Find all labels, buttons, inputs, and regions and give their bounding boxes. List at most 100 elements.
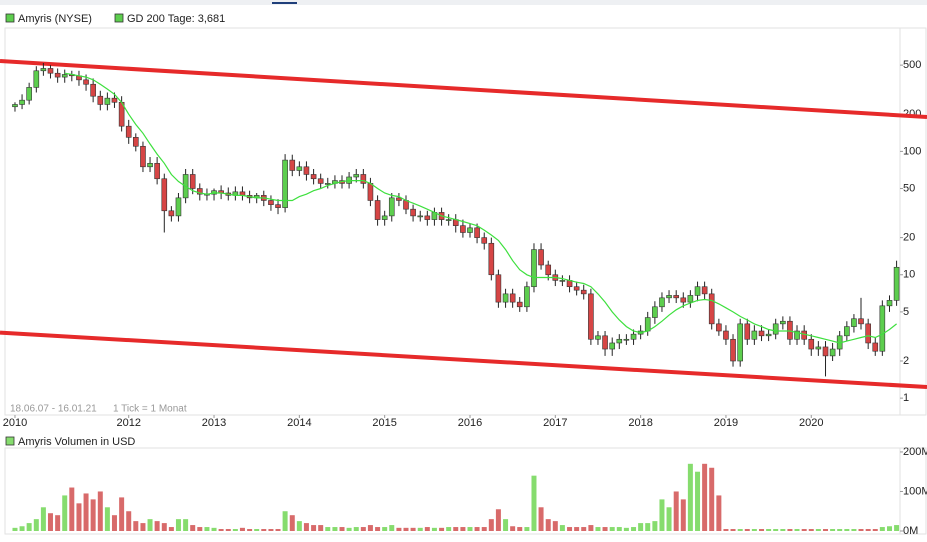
candle-body xyxy=(708,293,715,325)
volume-bar xyxy=(367,525,373,531)
volume-bar xyxy=(161,523,167,531)
candle-body xyxy=(595,335,601,340)
candle-body xyxy=(680,297,687,303)
plot-frame xyxy=(4,27,927,416)
volume-bar xyxy=(759,529,765,531)
volume-bar xyxy=(282,511,288,531)
legend-label: Amyris (NYSE) xyxy=(18,13,92,25)
tab-indicator xyxy=(272,2,297,4)
volume-bar xyxy=(431,527,437,531)
volume-bar xyxy=(275,529,281,531)
y-tick-label: 20 xyxy=(903,232,915,244)
candle-body xyxy=(893,266,900,301)
candle-body xyxy=(531,249,537,288)
candle-body xyxy=(47,68,54,74)
candle-body xyxy=(694,286,701,296)
candle-body xyxy=(474,227,480,238)
volume-bar xyxy=(190,525,196,531)
x-tick-label: 2020 xyxy=(799,417,823,429)
y-tick-label: 1 xyxy=(903,392,909,404)
candle-body xyxy=(673,295,680,299)
volume-bar xyxy=(175,519,181,531)
volume-bar xyxy=(716,495,722,531)
volume-bar xyxy=(581,527,587,531)
volume-bar xyxy=(467,527,473,531)
volume-bar xyxy=(69,487,75,531)
tick-note: 1 Tick = 1 Monat xyxy=(113,404,187,415)
volume-bar xyxy=(254,529,260,531)
volume-bar xyxy=(55,515,61,531)
candle-body xyxy=(324,183,331,185)
volume-bar xyxy=(332,527,338,531)
volume-bar xyxy=(474,527,480,531)
candle-body xyxy=(417,215,424,218)
volume-bar xyxy=(119,497,125,531)
candle-body xyxy=(317,178,324,184)
volume-bar xyxy=(844,529,850,531)
legend-swatch xyxy=(5,13,15,23)
volume-bar xyxy=(503,519,509,531)
volume-bar xyxy=(780,529,786,531)
volume-bar xyxy=(311,525,317,531)
x-tick-label: 2017 xyxy=(543,417,567,429)
volume-bar xyxy=(396,527,402,531)
volume-bar xyxy=(389,525,395,531)
candle-body xyxy=(844,326,850,337)
volume-bar xyxy=(453,527,459,531)
candle-body xyxy=(723,330,729,340)
y-tick-label: 10 xyxy=(903,269,915,281)
volume-bar xyxy=(851,529,857,531)
candle-body xyxy=(538,249,544,266)
candle-body xyxy=(410,208,416,217)
candle-body xyxy=(40,68,47,72)
candle-body xyxy=(396,197,402,201)
volume-bar xyxy=(730,529,736,531)
candle-body xyxy=(140,145,146,168)
volume-bar xyxy=(417,527,423,531)
volume-bar xyxy=(33,519,39,531)
candle-body xyxy=(659,297,665,308)
volume-bar xyxy=(339,527,345,531)
volume-bar xyxy=(140,523,146,531)
volume-bar xyxy=(83,493,89,531)
y-tick-label: 5 xyxy=(903,306,909,318)
y-tick-label: 200M xyxy=(903,446,927,458)
volume-bar xyxy=(247,529,253,531)
volume-bar xyxy=(872,529,878,531)
candle-body xyxy=(111,97,118,103)
volume-bar xyxy=(723,529,729,531)
legend-swatch xyxy=(5,436,15,446)
candle-body xyxy=(175,197,182,217)
x-tick-label: 2016 xyxy=(458,417,482,429)
candle-body xyxy=(616,338,623,344)
candle-body xyxy=(737,323,743,362)
y-tick-label: 0M xyxy=(903,525,918,537)
y-tick-label: 500 xyxy=(903,59,921,71)
candle-body xyxy=(623,338,630,341)
legend-label: GD 200 Tage: 3,681 xyxy=(127,13,225,25)
volume-bar xyxy=(524,527,530,531)
candle-body xyxy=(879,305,886,352)
candle-body xyxy=(12,104,18,108)
volume-bar xyxy=(62,495,68,531)
volume-bar xyxy=(609,527,615,531)
candle-body xyxy=(97,95,104,105)
candle-body xyxy=(822,346,829,357)
volume-bar xyxy=(183,519,189,531)
volume-bar xyxy=(168,527,174,531)
volume-bar xyxy=(111,515,117,531)
candle-body xyxy=(275,204,281,208)
volume-bar xyxy=(652,521,658,531)
volume-bar xyxy=(232,529,238,531)
volume-bar xyxy=(204,527,210,531)
candle-body xyxy=(559,280,566,282)
candle-body xyxy=(502,293,509,303)
volume-bar xyxy=(488,519,494,531)
volume-bar xyxy=(737,529,743,531)
candle-body xyxy=(388,197,395,217)
candle-body xyxy=(858,318,864,325)
candle-body xyxy=(481,237,488,244)
volume-bar xyxy=(552,521,558,531)
volume-bar xyxy=(26,523,32,531)
candle-body xyxy=(161,178,168,212)
